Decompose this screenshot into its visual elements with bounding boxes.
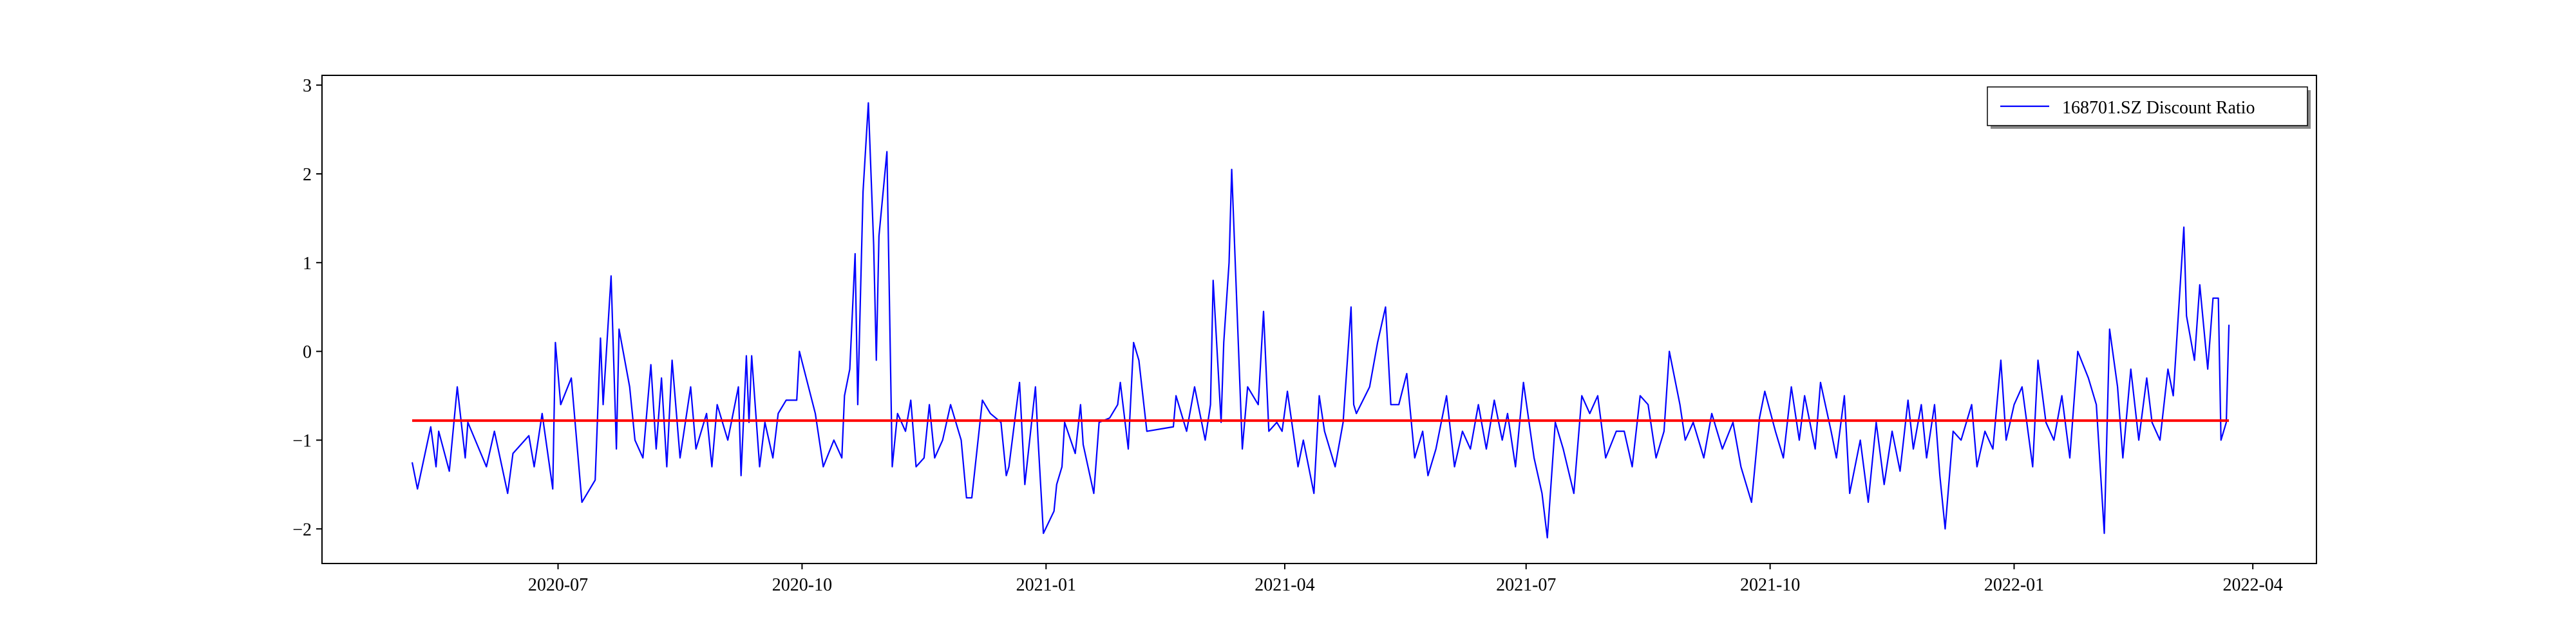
legend: 168701.SZ Discount Ratio bbox=[1987, 86, 2311, 129]
x-tick-label: 2021-10 bbox=[1740, 575, 1800, 595]
legend-label: 168701.SZ Discount Ratio bbox=[2062, 98, 2255, 118]
y-tick-label: 2 bbox=[303, 165, 312, 185]
x-tick-label: 2022-04 bbox=[2222, 575, 2282, 595]
x-tick-label: 2022-01 bbox=[1984, 575, 2044, 595]
y-tick-label: −1 bbox=[292, 431, 312, 451]
x-tick-label: 2021-07 bbox=[1496, 575, 1556, 595]
plot-frame bbox=[321, 75, 2317, 564]
x-tick-label: 2020-10 bbox=[772, 575, 832, 595]
x-tick-label: 2020-07 bbox=[528, 575, 588, 595]
x-tick-label: 2021-01 bbox=[1016, 575, 1076, 595]
x-tick-label: 2021-04 bbox=[1255, 575, 1314, 595]
y-tick-label: 0 bbox=[303, 343, 312, 363]
y-tick-label: −2 bbox=[292, 520, 312, 540]
y-tick-label: 3 bbox=[303, 76, 312, 96]
y-tick-label: 1 bbox=[303, 254, 312, 274]
plot-area bbox=[322, 75, 2316, 564]
data-line bbox=[411, 102, 2230, 539]
